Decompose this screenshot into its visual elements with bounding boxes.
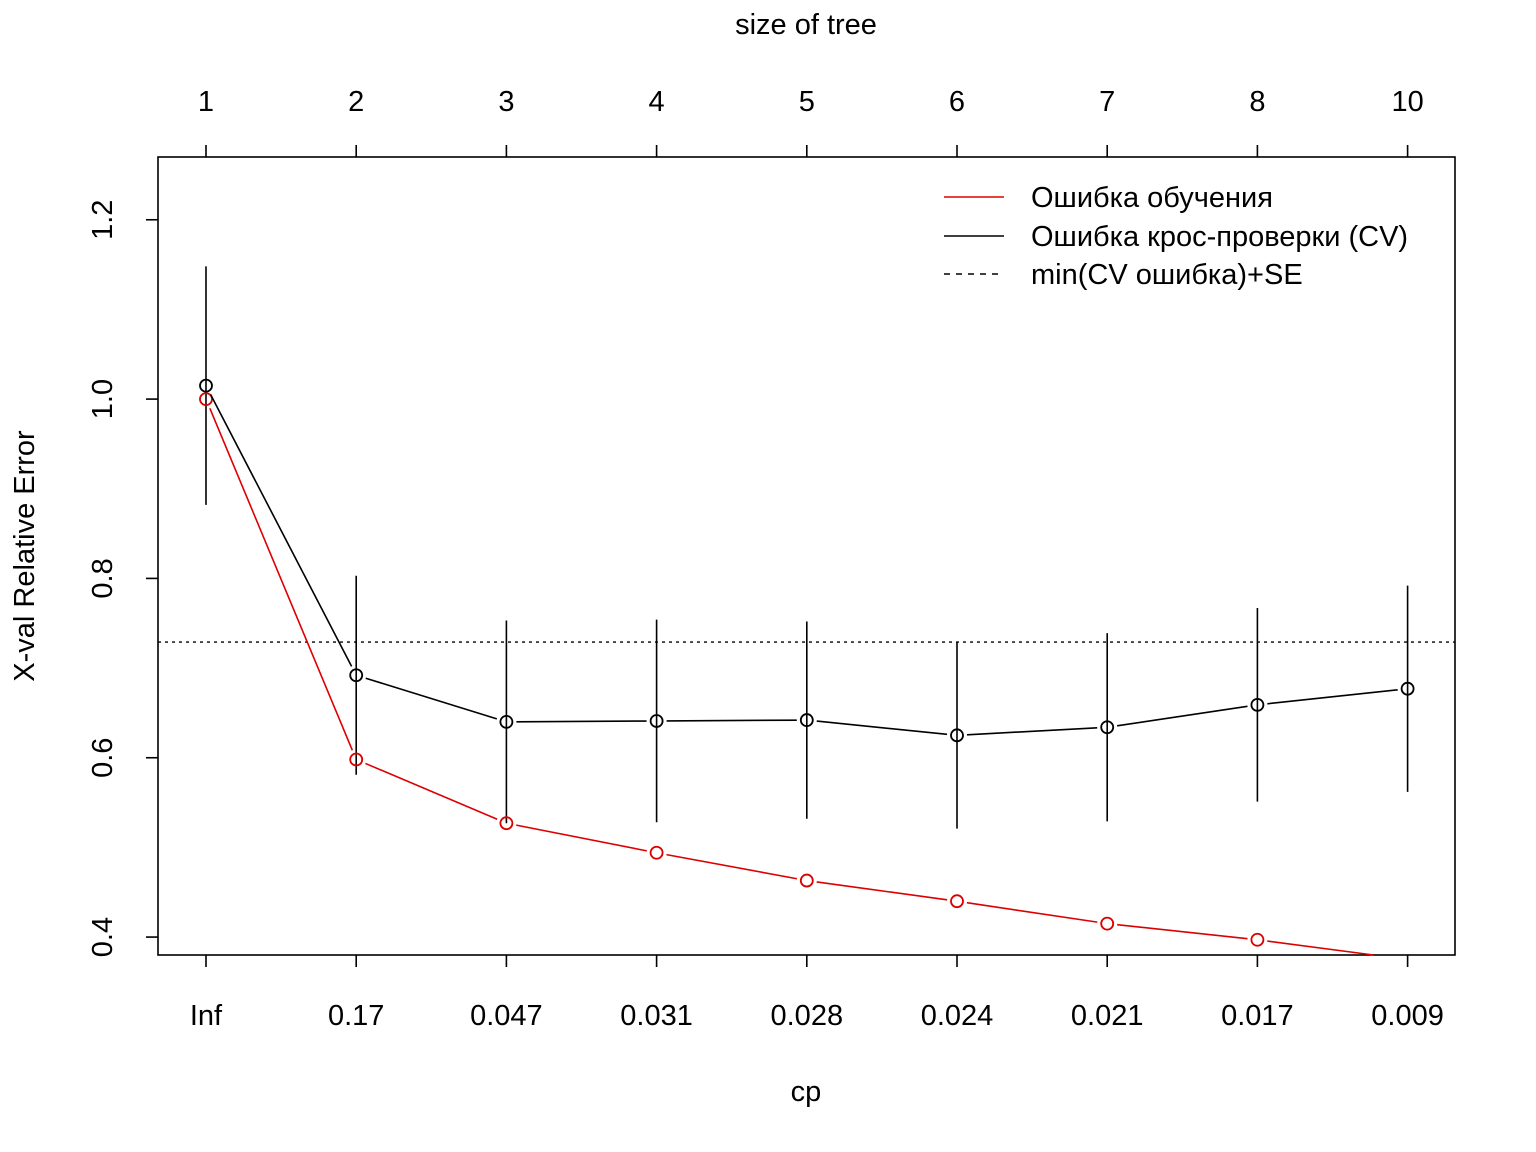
- error-bars: [205, 266, 1409, 829]
- cv-point: [349, 668, 364, 683]
- x-tick-label: 0.047: [470, 1000, 543, 1032]
- x-tick-label: Inf: [190, 1000, 223, 1032]
- training-segment: [816, 881, 948, 901]
- legend-label-cv: Ошибка крос-проверки (CV): [1031, 221, 1408, 253]
- y-tick-label: 1.0: [87, 379, 119, 419]
- cv-point: [649, 714, 664, 728]
- cv-point: [950, 728, 964, 743]
- training-segment: [516, 824, 647, 852]
- series-layer: [199, 378, 1415, 956]
- legend-label-training: Ошибка обучения: [1031, 182, 1273, 214]
- top-tick-label: 5: [799, 86, 815, 118]
- top-tick-label: 10: [1391, 86, 1423, 118]
- top-axis: 1 2 3 4 5 6 7 8 10: [198, 86, 1424, 157]
- legend: Ошибка обучения Ошибка крос-проверки (CV…: [944, 182, 1408, 291]
- top-tick-label: 6: [949, 86, 965, 118]
- top-axis-title: size of tree: [735, 9, 877, 41]
- training-segment: [666, 853, 798, 880]
- cv-point: [199, 378, 213, 393]
- cv-point: [799, 713, 814, 727]
- training-segment: [966, 901, 1098, 923]
- y-axis-title: X-val Relative Error: [9, 430, 41, 682]
- training-segment: [365, 762, 498, 821]
- training-point: [349, 752, 364, 767]
- training-segment: [1117, 923, 1248, 940]
- cv-segment: [209, 394, 353, 667]
- bottom-axis: Inf 0.17 0.047 0.031 0.028 0.024 0.021 0.017 0.0…: [190, 955, 1444, 1032]
- training-segment: [1267, 940, 1374, 956]
- legend-label-min-se: min(CV ошибка)+SE: [1031, 259, 1303, 291]
- training-point: [799, 873, 814, 888]
- cv-segment: [1267, 688, 1398, 705]
- cv-point: [1400, 681, 1415, 696]
- x-tick-label: 0.028: [771, 1000, 844, 1032]
- x-tick-label: 0.021: [1071, 1000, 1144, 1032]
- cv-segment: [365, 677, 498, 720]
- top-tick-label: 2: [348, 86, 364, 118]
- training-point: [950, 894, 964, 909]
- y-tick-label: 0.6: [87, 738, 119, 778]
- x-tick-label: 0.024: [921, 1000, 994, 1032]
- x-tick-label: 0.017: [1221, 1000, 1294, 1032]
- training-point: [1250, 932, 1265, 947]
- training-point: [199, 392, 213, 406]
- left-axis: 0.4 0.6 0.8 1.0 1.2: [87, 200, 158, 957]
- top-tick-label: 8: [1249, 86, 1265, 118]
- x-tick-label: 0.009: [1371, 1000, 1444, 1032]
- training-point: [1100, 916, 1115, 931]
- cv-point: [1100, 720, 1115, 735]
- cv-segment: [816, 720, 948, 736]
- y-tick-label: 0.8: [87, 558, 119, 598]
- x-axis-title: cp: [791, 1076, 822, 1108]
- x-tick-label: 0.17: [328, 1000, 384, 1032]
- training-segment: [209, 408, 354, 751]
- cv-segment: [1116, 705, 1248, 727]
- top-tick-label: 4: [649, 86, 665, 118]
- cv-segment: [516, 720, 647, 723]
- cv-segment: [666, 719, 797, 722]
- training-point: [649, 845, 664, 860]
- training-point: [499, 816, 514, 831]
- y-tick-label: 1.2: [87, 200, 119, 240]
- cv-segment: [966, 726, 1098, 736]
- cv-point: [499, 714, 514, 729]
- top-tick-label: 1: [198, 86, 214, 118]
- top-tick-label: 3: [498, 86, 514, 118]
- x-tick-label: 0.031: [620, 1000, 693, 1032]
- cv-point: [1250, 697, 1265, 712]
- top-tick-label: 7: [1099, 86, 1115, 118]
- y-tick-label: 0.4: [87, 917, 119, 957]
